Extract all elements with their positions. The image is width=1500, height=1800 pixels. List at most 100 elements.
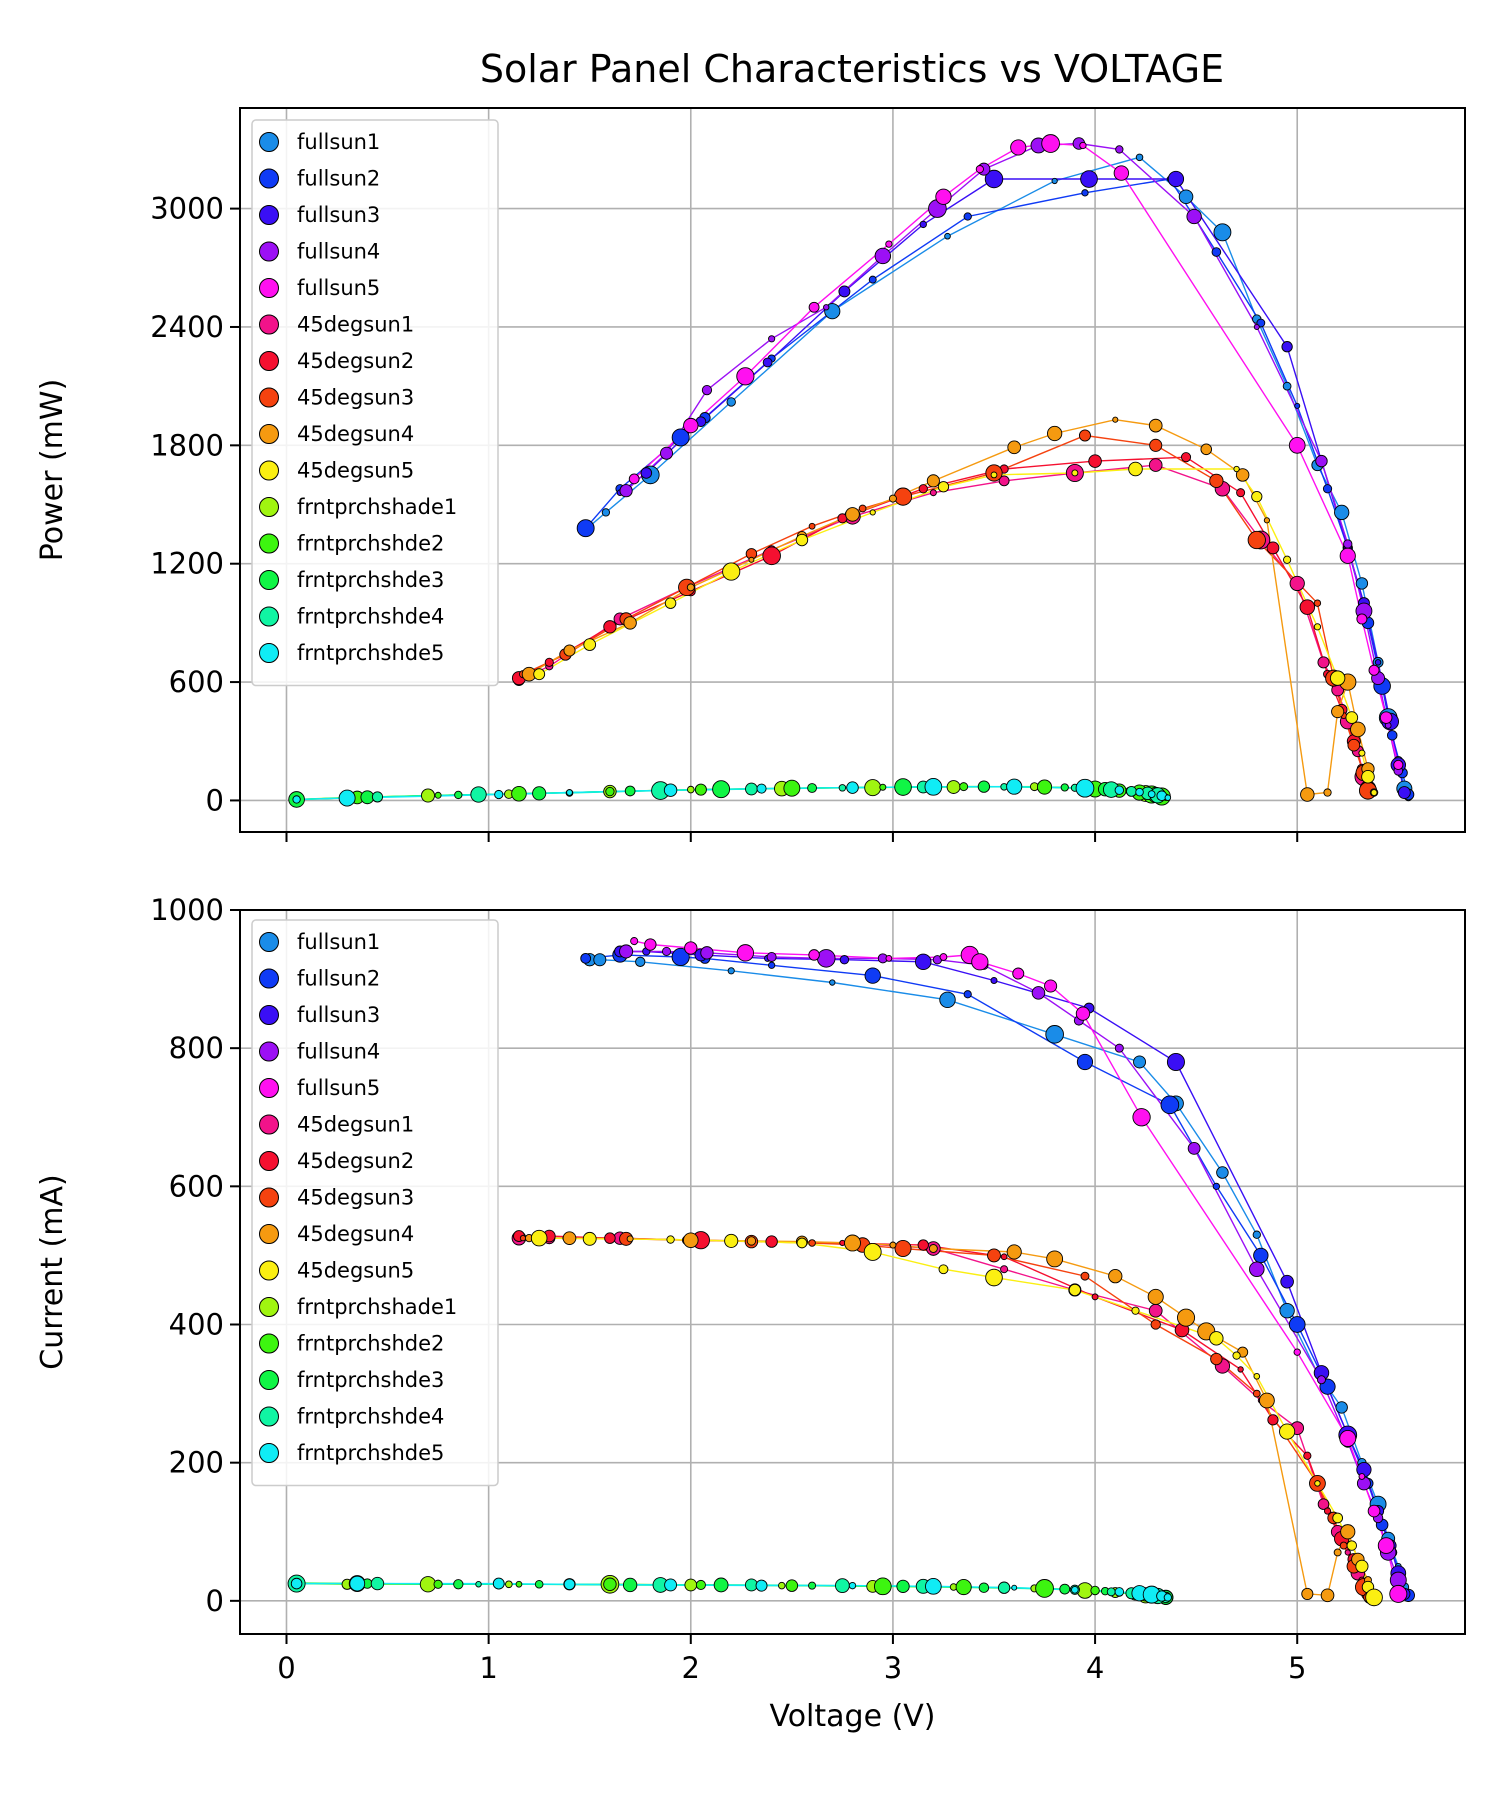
data-point-45degsun4 bbox=[623, 616, 637, 630]
data-point-fullsun1 bbox=[1252, 1230, 1261, 1239]
data-point-45degsun1 bbox=[929, 489, 937, 497]
data-point-frntprchshde5 bbox=[1011, 1584, 1018, 1591]
data-point-45degsun3 bbox=[519, 1235, 527, 1242]
data-point-frntprchshde4 bbox=[838, 784, 847, 792]
data-point-fullsun1 bbox=[1135, 153, 1144, 162]
data-point-45degsun5 bbox=[1314, 1480, 1321, 1487]
data-point-45degsun5 bbox=[1355, 1559, 1369, 1573]
data-point-fullsun5 bbox=[644, 938, 657, 951]
data-point-frntprchshde5 bbox=[494, 789, 504, 800]
data-point-fullsun5 bbox=[1079, 141, 1087, 150]
data-point-fullsun4 bbox=[1343, 539, 1353, 549]
data-point-frntprchshde4 bbox=[470, 786, 487, 803]
data-point-fullsun3 bbox=[1397, 786, 1411, 799]
data-point-45degsun5 bbox=[1233, 465, 1240, 473]
data-point-45degsun4 bbox=[888, 494, 897, 503]
data-point-45degsun3 bbox=[1078, 429, 1091, 442]
data-point-fullsun3 bbox=[1281, 341, 1293, 353]
data-point-frntprchshde5 bbox=[1114, 1587, 1125, 1597]
data-point-45degsun5 bbox=[1358, 749, 1366, 757]
legend-marker bbox=[259, 1005, 279, 1025]
data-point-45degsun1 bbox=[1317, 656, 1330, 669]
data-point-frntprchshde5 bbox=[1006, 778, 1023, 795]
data-point-45degsun3 bbox=[1209, 473, 1224, 488]
data-point-fullsun1 bbox=[1282, 381, 1292, 391]
data-point-fullsun2 bbox=[1212, 1182, 1221, 1190]
data-point-fullsun3 bbox=[919, 220, 927, 229]
data-point-45degsun4 bbox=[1200, 443, 1213, 456]
data-point-45degsun5 bbox=[1370, 789, 1378, 797]
data-point-fullsun3 bbox=[915, 953, 932, 971]
legend-marker bbox=[259, 1041, 279, 1062]
y-tick-label: 800 bbox=[169, 1031, 224, 1065]
y-axis-label: Power (mW) bbox=[35, 379, 70, 562]
data-point-frntprchshde2 bbox=[785, 1579, 799, 1592]
data-point-frntprchshade1 bbox=[686, 785, 695, 794]
data-point-frntprchshde3 bbox=[713, 1577, 729, 1593]
data-point-fullsun1 bbox=[1051, 177, 1058, 185]
legend-marker bbox=[259, 387, 279, 408]
data-point-45degsun3 bbox=[808, 522, 816, 530]
data-point-frntprchshde5 bbox=[755, 1579, 768, 1592]
data-point-frntprchshde4 bbox=[370, 1576, 385, 1591]
legend-marker bbox=[259, 205, 279, 225]
data-point-fullsun2 bbox=[580, 952, 592, 964]
data-point-45degsun5 bbox=[582, 1231, 597, 1246]
data-point-45degsun5 bbox=[1068, 1283, 1082, 1297]
data-point-45degsun5 bbox=[1346, 1540, 1357, 1551]
data-point-frntprchshde4 bbox=[1106, 1587, 1116, 1597]
data-point-fullsun2 bbox=[868, 275, 877, 284]
data-point-fullsun4 bbox=[619, 484, 633, 498]
legend-marker bbox=[259, 643, 279, 663]
data-point-fullsun2 bbox=[767, 961, 776, 969]
data-point-fullsun4 bbox=[619, 944, 634, 959]
legend-marker bbox=[259, 1297, 279, 1317]
y-tick-label: 0 bbox=[206, 1584, 224, 1618]
data-point-frntprchshade1 bbox=[864, 779, 882, 797]
data-point-45degsun1 bbox=[1289, 575, 1305, 592]
data-point-45degsun5 bbox=[990, 471, 998, 479]
data-point-fullsun2 bbox=[963, 212, 972, 221]
data-point-45degsun5 bbox=[1313, 623, 1322, 631]
data-point-45degsun5 bbox=[1332, 1512, 1344, 1524]
data-point-frntprchshde5 bbox=[1135, 787, 1144, 797]
data-point-fullsun5 bbox=[1041, 134, 1060, 153]
data-point-fullsun5 bbox=[1377, 1537, 1395, 1554]
legend-label: 45degsun2 bbox=[297, 349, 414, 373]
data-point-45degsun5 bbox=[795, 533, 809, 547]
data-point-fullsun2 bbox=[864, 967, 881, 984]
plot-frame bbox=[239, 107, 1466, 833]
data-point-fullsun5 bbox=[684, 941, 698, 955]
data-point-fullsun2 bbox=[1076, 1053, 1094, 1071]
data-point-45degsun4 bbox=[1007, 440, 1022, 455]
y-axis-label: Current (mA) bbox=[35, 1174, 70, 1369]
data-point-45degsun2 bbox=[1088, 454, 1102, 468]
data-point-fullsun5 bbox=[736, 367, 755, 386]
data-point-frntprchshde3 bbox=[712, 780, 731, 799]
data-point-45degsun2 bbox=[1299, 599, 1316, 615]
data-point-45degsun4 bbox=[844, 1234, 861, 1252]
x-tick-label: 4 bbox=[1086, 1651, 1104, 1685]
legend-marker bbox=[259, 460, 279, 481]
data-point-frntprchshde3 bbox=[454, 790, 463, 800]
data-point-frntprchshde5 bbox=[1163, 1593, 1173, 1602]
data-point-frntprchshde3 bbox=[807, 783, 817, 793]
data-point-fullsun1 bbox=[1335, 1401, 1348, 1414]
y-tick-label: 1200 bbox=[150, 547, 224, 581]
legend-label: fullsun4 bbox=[297, 1040, 380, 1064]
data-point-45degsun3 bbox=[1347, 738, 1361, 752]
data-point-frntprchshde5 bbox=[664, 1578, 677, 1592]
data-point-frntprchshde5 bbox=[566, 789, 573, 796]
data-point-frntprchshde4 bbox=[371, 791, 384, 803]
data-point-45degsun2 bbox=[604, 1232, 616, 1244]
legend-label: fullsun5 bbox=[297, 276, 380, 300]
legend-label: 45degsun1 bbox=[297, 1113, 414, 1137]
data-point-fullsun1 bbox=[635, 956, 646, 967]
legend-marker bbox=[259, 968, 279, 989]
data-point-fullsun4 bbox=[1249, 1261, 1265, 1277]
data-point-45degsun5 bbox=[1279, 1423, 1296, 1440]
data-point-45degsun2 bbox=[917, 1239, 929, 1251]
data-point-fullsun3 bbox=[1167, 170, 1185, 188]
data-point-frntprchshade1 bbox=[505, 1580, 513, 1589]
